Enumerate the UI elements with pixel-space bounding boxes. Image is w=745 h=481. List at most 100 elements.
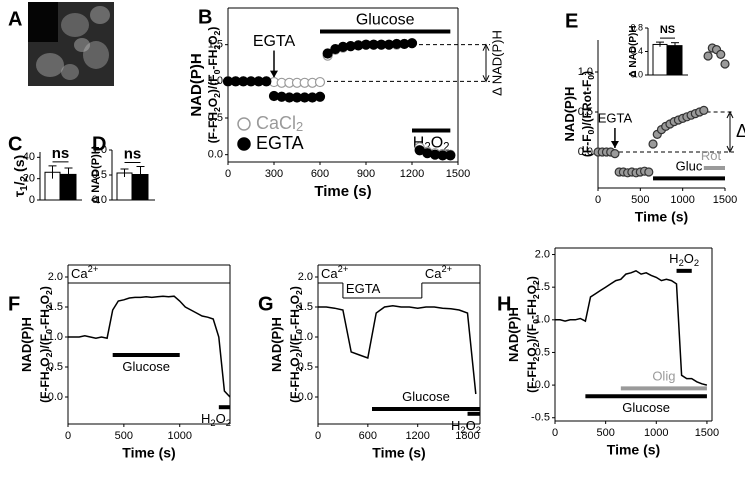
y-tick-label: 1.0 [578,66,593,78]
significance-label: ns [124,145,142,162]
x-tick-label: 500 [596,427,614,439]
y-tick-label: 0.5 [208,112,223,124]
data-point [720,59,730,69]
data-point [445,150,456,161]
treatment-label: Glucose [122,359,170,374]
y-tick-label: 0.0 [92,194,107,206]
micrograph [28,2,114,86]
x-tick-label: 1500 [446,168,470,180]
x-tick-label: 0 [315,430,321,442]
y-axis-label: NAD(P)H [506,307,521,362]
treatment-label: Rot [701,148,722,163]
x-tick-label: 1200 [405,430,429,442]
x-tick-label: 600 [359,430,377,442]
y-tick-label: 0.0 [208,149,223,161]
y-axis-label: Δ NAD(P)H [628,25,639,77]
x-axis-label: Time (s) [635,209,688,225]
y-tick-label: 2.0 [48,271,63,283]
protocol-label: EGTA [346,281,381,296]
y-axis-label: NAD(P)H [188,53,205,116]
legend-label: EGTA [256,133,304,153]
x-tick-label: 300 [265,168,283,180]
trace [68,295,231,398]
y-tick-label: 0.0 [630,69,643,79]
data-point [644,167,654,177]
x-tick-label: 1000 [167,430,191,442]
y-axis-label: (F-FH2O2)/(F0-FH2O2) [206,27,222,144]
y-tick-label: 0.0 [298,391,313,403]
y-tick-label: 1.0 [208,75,223,87]
panel-label: D [92,133,106,155]
y-tick-label: 0.4 [630,46,643,56]
bracket-label: Δ NAD(P)H [489,30,504,96]
y-tick-label: 1.0 [48,331,63,343]
y-tick-label: 0.5 [298,361,313,373]
x-tick-label: 600 [311,168,329,180]
y-tick-label: 0.0 [578,146,593,158]
data-point [406,38,418,49]
y-tick-label: 0.8 [630,22,643,32]
data-point [261,76,272,87]
data-point [716,49,726,60]
data-point [610,149,620,159]
legend-label: CaCl2 [256,113,303,135]
panel-label: F [8,293,20,315]
y-axis-label: NAD(P)H [19,317,34,372]
bar [116,172,133,201]
data-point [314,91,326,102]
data-point [322,48,333,59]
x-tick-label: 500 [115,430,133,442]
y-axis-label: (F-FH2O2)/(F0-FH2O2) [525,276,541,393]
arrow-label: EGTA [598,110,633,125]
y-tick-label: 0.5 [48,361,63,373]
y-tick-label: 0.0 [535,379,550,391]
arrow-head [270,70,278,78]
protocol-label: Ca2+ [71,264,98,281]
treatment-label: Glucose [622,401,670,416]
treatment-label: H2O2 [669,251,699,268]
x-tick-label: 1200 [400,168,424,180]
protocol-label: Ca2+ [425,264,452,281]
protocol-label: Ca2+ [321,264,348,281]
x-axis-label: Time (s) [607,442,660,458]
data-point [703,51,713,61]
x-tick-label: 0 [552,427,558,439]
treatment-label: H2O2 [451,418,481,435]
y-tick-label: 40 [23,151,35,163]
y-tick-label: 1.5 [208,39,223,51]
significance-label: NS [660,24,675,36]
x-axis-label: Time (s) [372,445,425,461]
y-tick-label: 1.5 [48,301,63,313]
bar [667,45,683,76]
x-tick-label: 1000 [670,194,694,206]
data-point [699,105,709,116]
panel-label: C [8,133,22,155]
arrow-label: EGTA [253,33,296,50]
x-tick-label: 1500 [695,427,719,439]
x-axis-label: Time (s) [314,183,371,200]
y-axis-label: (F-FH2O2)/(F0-FH2O2) [38,286,54,403]
y-axis-label: (F-FH2O2)/(F0-FH2O2) [288,286,304,403]
y-tick-label: 1.5 [298,301,313,313]
bracket-label: Δ [736,121,745,141]
bar [652,43,668,76]
y-axis-label: (F-F0)/(FRot-F0) [580,71,596,157]
y-tick-label: 0.5 [578,106,593,118]
significance-label: ns [52,145,70,162]
y-tick-label: 0.0 [48,391,63,403]
y-tick-label: 2.0 [535,248,550,260]
panel-label: A [8,8,22,30]
treatment-label: Glucose [356,12,415,29]
x-tick-label: 0 [225,168,231,180]
y-tick-label: 1.0 [92,144,107,156]
y-axis-label: Δ NAD(P)H [90,146,102,203]
y-tick-label: 1.0 [535,314,550,326]
x-tick-label: 0 [595,194,601,206]
arrow-head [610,141,619,148]
panel-label: E [565,10,578,32]
data-point [314,76,326,88]
y-tick-label: 0 [29,194,35,206]
x-tick-label: 900 [357,168,375,180]
x-tick-label: 500 [631,194,649,206]
